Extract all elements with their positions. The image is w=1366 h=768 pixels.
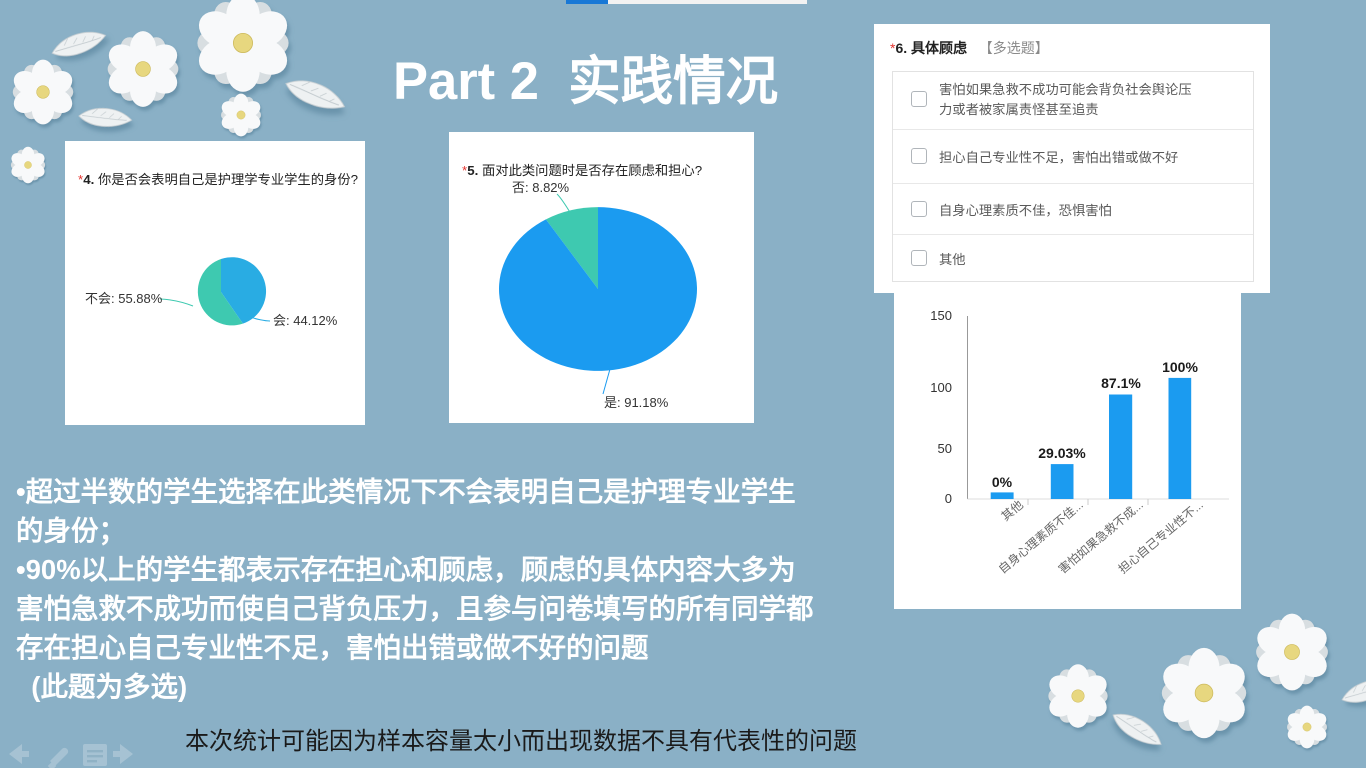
svg-text:会: 44.12%: 会: 44.12% <box>273 313 338 328</box>
svg-text:是: 91.18%: 是: 91.18% <box>604 395 669 410</box>
svg-text:87.1%: 87.1% <box>1101 375 1141 391</box>
svg-text:否: 8.82%: 否: 8.82% <box>512 180 570 195</box>
svg-text:29.03%: 29.03% <box>1038 445 1086 461</box>
svg-text:50: 50 <box>938 441 952 456</box>
svg-text:150: 150 <box>930 308 952 323</box>
svg-text:100%: 100% <box>1162 359 1198 375</box>
svg-text:100: 100 <box>930 380 952 395</box>
svg-text:0: 0 <box>945 491 952 506</box>
svg-text:不会: 55.88%: 不会: 55.88% <box>85 291 163 306</box>
svg-text:其他: 其他 <box>999 498 1026 524</box>
svg-text:0%: 0% <box>992 474 1013 490</box>
